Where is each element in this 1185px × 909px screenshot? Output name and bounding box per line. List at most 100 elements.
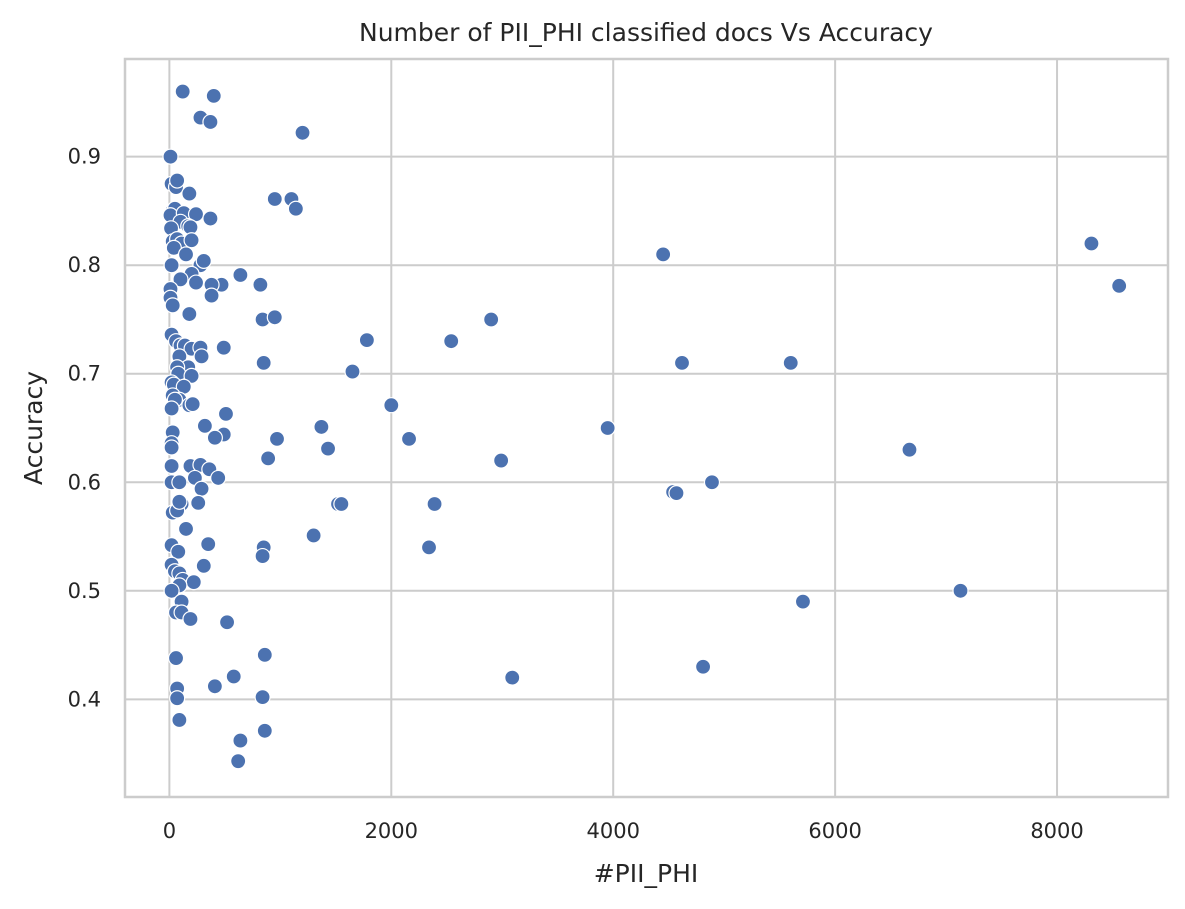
scatter-point: [163, 439, 180, 456]
scatter-point: [294, 124, 311, 141]
scatter-point: [255, 354, 272, 371]
x-tick-label: 0: [163, 819, 176, 843]
scatter-point: [190, 494, 207, 511]
scatter-point: [313, 418, 330, 436]
scatter-point: [305, 527, 322, 544]
scatter-point: [206, 678, 223, 695]
scatter-point: [673, 354, 691, 371]
scatter-point: [203, 287, 220, 304]
scatter-point: [782, 354, 799, 371]
scatter-point: [319, 440, 337, 457]
scatter-point: [202, 210, 219, 227]
scatter-point: [260, 450, 277, 467]
scatter-point: [1111, 277, 1128, 294]
scatter-point: [358, 331, 375, 349]
scatter-point: [268, 430, 286, 447]
scatter-point: [171, 493, 188, 510]
scatter-point: [383, 397, 400, 414]
scatter-point: [230, 753, 247, 770]
scatter-point: [225, 668, 242, 685]
scatter-point: [901, 441, 918, 458]
scatter-point: [344, 363, 361, 380]
scatter-point: [172, 271, 189, 288]
scatter-point: [167, 649, 185, 667]
y-tick-label: 0.6: [68, 470, 101, 494]
x-tick-label: 8000: [1030, 819, 1083, 843]
scatter-point: [181, 185, 198, 202]
scatter-point: [655, 246, 672, 263]
scatter-point: [493, 452, 510, 469]
scatter-point: [504, 669, 521, 686]
scatter-point: [163, 257, 180, 274]
scatter-point: [162, 148, 179, 165]
scatter-point: [169, 690, 186, 707]
scatter-point: [185, 574, 202, 591]
scatter-point: [164, 297, 181, 314]
scatter-point: [195, 252, 212, 269]
scatter-point: [599, 419, 616, 437]
scatter-point: [183, 232, 200, 249]
y-tick-label: 0.9: [68, 145, 101, 169]
scatter-point: [183, 367, 200, 385]
scatter-point: [232, 266, 249, 284]
scatter-point: [184, 396, 201, 413]
scatter-point: [169, 172, 186, 189]
y-axis-label: Accuracy: [19, 371, 48, 485]
scatter-point: [205, 87, 222, 105]
scatter-point: [196, 417, 213, 434]
x-tick-label: 6000: [808, 819, 861, 843]
scatter-point: [232, 732, 249, 749]
scatter-point: [195, 557, 212, 574]
x-axis-label: #PII_PHI: [594, 859, 699, 888]
scatter-point: [266, 309, 283, 326]
scatter-point: [256, 722, 273, 739]
y-tick-label: 0.8: [68, 253, 101, 277]
scatter-point: [202, 113, 219, 131]
scatter-point: [254, 689, 271, 706]
scatter-point: [187, 274, 205, 291]
scatter-point: [206, 429, 223, 446]
data-points: [162, 83, 1128, 770]
scatter-point: [171, 711, 188, 729]
scatter-point: [217, 405, 235, 422]
scatter-point: [193, 348, 210, 365]
tick-labels: 0 2000 4000 6000 8000 0.4 0.5 0.6 0.7 0.8 0.9: [68, 145, 1084, 843]
scatter-point: [703, 474, 721, 491]
scatter-point: [215, 339, 232, 356]
scatter-point: [252, 276, 269, 293]
scatter-point: [426, 495, 443, 513]
scatter-point: [171, 474, 188, 491]
scatter-point: [254, 547, 271, 565]
scatter-point: [177, 246, 195, 263]
scatter-point: [694, 658, 712, 675]
y-tick-label: 0.5: [68, 579, 101, 603]
grid-lines: [125, 59, 1168, 797]
plot-frame: [123, 57, 1170, 799]
scatter-point: [193, 480, 210, 497]
scatter-point: [266, 190, 283, 208]
scatter-point: [443, 333, 460, 350]
scatter-point: [163, 582, 180, 599]
scatter-point: [177, 520, 195, 538]
scatter-point: [1083, 235, 1100, 252]
scatter-point: [483, 311, 500, 328]
chart-title: Number of PII_PHI classified docs Vs Acc…: [359, 18, 933, 47]
scatter-point: [163, 400, 180, 417]
scatter-point: [794, 593, 812, 610]
scatter-point: [333, 495, 350, 513]
x-tick-label: 2000: [365, 819, 418, 843]
y-tick-label: 0.7: [68, 362, 101, 386]
y-tick-label: 0.4: [68, 687, 101, 711]
scatter-point: [174, 83, 191, 100]
scatter-point: [170, 543, 187, 560]
scatter-point: [400, 430, 418, 447]
scatter-point: [952, 582, 969, 599]
scatter-point: [668, 485, 685, 502]
scatter-point: [287, 200, 304, 217]
scatter-point: [420, 539, 438, 556]
scatter-point: [210, 469, 227, 487]
scatter-point: [163, 457, 180, 475]
scatter-point: [181, 305, 198, 323]
scatter-point: [218, 614, 236, 631]
